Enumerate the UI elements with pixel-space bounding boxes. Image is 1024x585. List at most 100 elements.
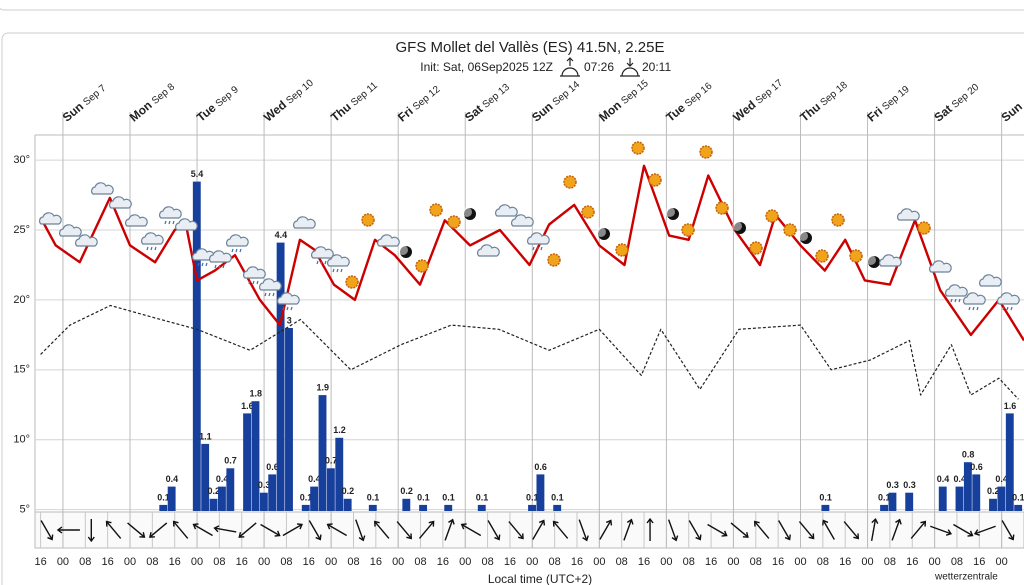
arrow-head bbox=[945, 529, 953, 536]
cloud bbox=[59, 224, 82, 237]
arrow-head bbox=[967, 530, 974, 537]
arrow-head bbox=[695, 534, 702, 541]
cloud bbox=[929, 260, 952, 273]
arrow-shaft bbox=[487, 520, 500, 540]
x-tick-label: 08 bbox=[146, 556, 158, 568]
arrow-head bbox=[626, 518, 634, 525]
weather-icon bbox=[596, 227, 610, 240]
precip-bar bbox=[259, 492, 268, 511]
cloud bbox=[293, 216, 316, 229]
arrow-shaft bbox=[355, 519, 364, 541]
precip-label: 0.4 bbox=[166, 474, 179, 484]
cloud bbox=[39, 212, 62, 225]
weather-icon bbox=[311, 246, 334, 265]
arrow-head bbox=[646, 517, 654, 524]
arrow-head bbox=[358, 535, 366, 542]
wind-arrow bbox=[707, 523, 728, 537]
x-tick-label: 16 bbox=[638, 556, 650, 568]
moon-cut bbox=[732, 221, 742, 231]
chart-title: GFS Mollet del Vallès (ES) 41.5N, 2.25E bbox=[395, 39, 664, 56]
precip-bar bbox=[201, 443, 210, 511]
wind-arrow bbox=[238, 522, 257, 538]
arrow-shaft bbox=[508, 521, 524, 539]
wind-arrow bbox=[973, 525, 996, 536]
arrow-shaft bbox=[532, 520, 545, 540]
arrow-head bbox=[538, 519, 546, 526]
cloud bbox=[91, 182, 114, 195]
cloud bbox=[979, 274, 1002, 287]
wind-arrow bbox=[843, 521, 860, 540]
arrow-shaft bbox=[578, 519, 588, 541]
precip-label: 0.1 bbox=[819, 492, 832, 502]
sun bbox=[429, 203, 443, 217]
arrow-head bbox=[149, 532, 155, 538]
wind-arrow bbox=[778, 520, 791, 541]
weather-icon bbox=[293, 216, 316, 229]
weather-icon bbox=[377, 234, 400, 247]
arrow-head bbox=[920, 520, 927, 527]
arrow-shaft bbox=[843, 521, 859, 539]
x-tick-label: 00 bbox=[660, 556, 672, 568]
precip-bar bbox=[997, 486, 1006, 511]
precip-label: 0.1 bbox=[476, 492, 489, 502]
precip-bar bbox=[268, 474, 277, 511]
precip-bar bbox=[536, 474, 545, 511]
cloud bbox=[495, 204, 518, 217]
cloud bbox=[377, 234, 400, 247]
arrow-shaft bbox=[238, 522, 257, 538]
wind-arrow bbox=[822, 519, 835, 540]
weather-icon bbox=[398, 245, 412, 258]
x-tick-label: 08 bbox=[951, 556, 963, 568]
arrow-head bbox=[517, 533, 524, 540]
cloud bbox=[243, 266, 266, 279]
moon-cut bbox=[866, 255, 876, 265]
arrow-head bbox=[47, 534, 54, 541]
precip-label: 0.2 bbox=[987, 486, 1000, 496]
dewpoint-line bbox=[40, 304, 1019, 400]
weather-icon bbox=[175, 218, 198, 231]
wind-arrow bbox=[355, 519, 366, 542]
rain bbox=[231, 248, 242, 253]
weather-icon bbox=[462, 207, 476, 220]
precip-bar bbox=[972, 474, 981, 511]
precip-label: 0.4 bbox=[308, 474, 321, 484]
arrow-shaft bbox=[599, 520, 612, 540]
arrow-head bbox=[192, 523, 199, 530]
wind-arrow bbox=[798, 521, 815, 540]
wind-arrow bbox=[326, 523, 348, 537]
weather-icon bbox=[226, 234, 249, 253]
cloud bbox=[75, 234, 98, 247]
weather-icon bbox=[615, 243, 629, 257]
precip-label: 0.4 bbox=[937, 474, 950, 484]
wind-arrow bbox=[87, 519, 95, 543]
sun bbox=[715, 201, 729, 215]
cloud bbox=[963, 292, 986, 305]
rain bbox=[316, 260, 327, 265]
rain bbox=[248, 280, 259, 285]
wind-arrow bbox=[930, 525, 953, 536]
arrow-shaft bbox=[623, 519, 633, 541]
weather-icon bbox=[159, 206, 182, 225]
wind-arrow bbox=[487, 520, 501, 541]
precip-label: 0.1 bbox=[526, 492, 539, 502]
wind-arrow bbox=[56, 526, 80, 534]
precip-bar bbox=[963, 462, 972, 511]
wind-arrow bbox=[532, 519, 546, 540]
rain bbox=[197, 262, 208, 267]
precip-bar bbox=[888, 492, 897, 511]
x-tick-label: 00 bbox=[727, 556, 739, 568]
x-tick-label: 16 bbox=[303, 556, 315, 568]
precip-label: 0.1 bbox=[1012, 492, 1024, 502]
weather-icon bbox=[125, 214, 148, 227]
precip-bar bbox=[276, 242, 285, 511]
arrow-head bbox=[753, 520, 760, 527]
precip-label: 4.4 bbox=[275, 230, 288, 240]
wind-arrow bbox=[418, 520, 435, 539]
precip-bar bbox=[192, 181, 201, 511]
x-tick-label: 08 bbox=[683, 556, 695, 568]
weather-icon bbox=[945, 284, 968, 303]
arrow-shaft bbox=[282, 523, 303, 537]
precip-bar bbox=[955, 486, 964, 511]
